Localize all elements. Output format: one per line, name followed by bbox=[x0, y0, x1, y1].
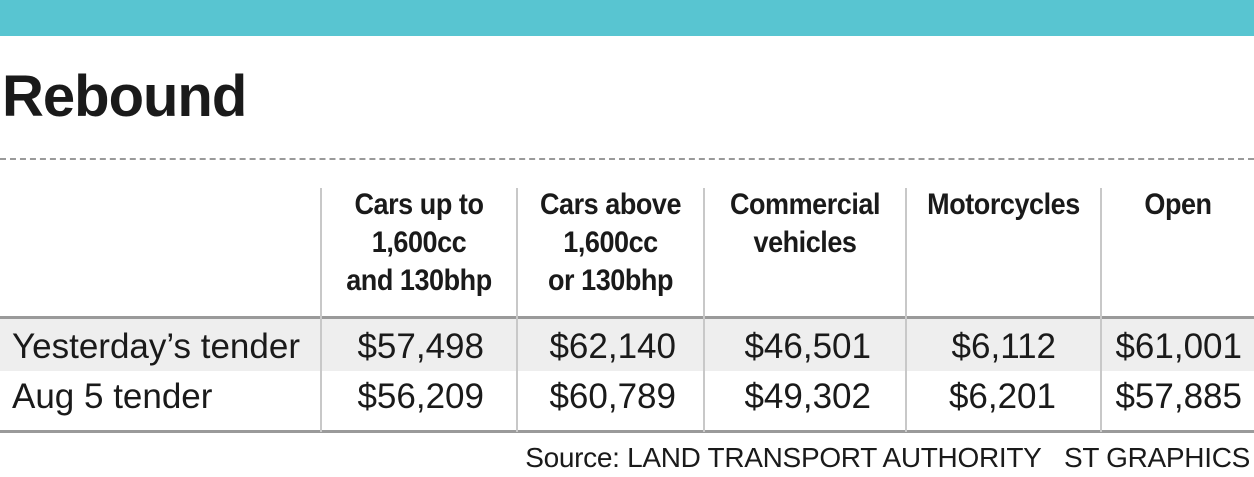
source-line: Source: LAND TRANSPORT AUTHORITY ST GRAP… bbox=[525, 440, 1250, 476]
table-cell: $62,140 bbox=[549, 327, 676, 366]
column-header-line: Open bbox=[1144, 188, 1212, 221]
table-cell: $57,498 bbox=[357, 327, 484, 366]
column-divider bbox=[1100, 188, 1102, 432]
column-header-commercial-vehicles: Commercial vehicles bbox=[715, 186, 895, 262]
column-header-line: Cars up to bbox=[354, 188, 484, 221]
table-cell: $49,302 bbox=[744, 377, 871, 416]
column-divider bbox=[516, 188, 518, 432]
column-divider bbox=[320, 188, 322, 432]
table-cell: $61,001 bbox=[1115, 327, 1242, 366]
table-cell: $57,885 bbox=[1115, 377, 1242, 416]
dashed-divider bbox=[0, 158, 1254, 160]
source-text: Source: LAND TRANSPORT AUTHORITY bbox=[525, 442, 1042, 473]
column-header-line: vehicles bbox=[753, 226, 857, 259]
column-header-line: and 130bhp bbox=[346, 264, 492, 297]
bottom-rule bbox=[0, 430, 1254, 433]
chart-title: Rebound bbox=[2, 64, 247, 129]
row-label-aug-5: Aug 5 tender bbox=[12, 377, 213, 416]
top-accent-bar bbox=[0, 0, 1254, 36]
header-rule bbox=[0, 316, 1254, 319]
column-divider bbox=[905, 188, 907, 432]
table-cell: $46,501 bbox=[744, 327, 871, 366]
column-header-line: Commercial bbox=[729, 188, 881, 221]
table-cell: $60,789 bbox=[549, 377, 676, 416]
column-header-line: 1,600cc bbox=[371, 226, 467, 259]
row-highlight-yesterday bbox=[0, 319, 1254, 371]
table-cell: $56,209 bbox=[357, 377, 484, 416]
column-header-cars-up-to-1600cc: Cars up to 1,600cc and 130bhp bbox=[332, 186, 507, 300]
column-header-open: Open bbox=[1110, 186, 1247, 224]
column-header-line: or 130bhp bbox=[548, 264, 673, 297]
column-header-motorcycles: Motorcycles bbox=[917, 186, 1091, 224]
column-header-cars-above-1600cc: Cars above 1,600cc or 130bhp bbox=[527, 186, 694, 300]
column-header-line: 1,600cc bbox=[563, 226, 658, 259]
row-label-yesterday: Yesterday’s tender bbox=[12, 327, 300, 366]
column-header-line: Cars above bbox=[539, 188, 682, 221]
table-cell: $6,201 bbox=[948, 377, 1056, 416]
column-divider bbox=[703, 188, 705, 432]
table-cell: $6,112 bbox=[951, 327, 1056, 366]
graphics-credit: ST GRAPHICS bbox=[1063, 442, 1250, 473]
column-header-line: Motorcycles bbox=[927, 188, 1080, 221]
